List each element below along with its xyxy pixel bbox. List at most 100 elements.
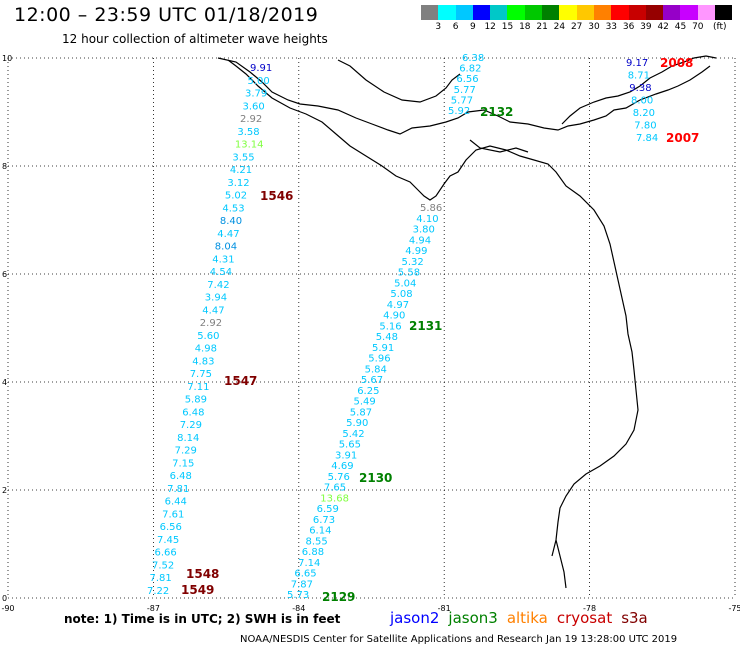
track-b-value: 4.10 — [416, 214, 438, 225]
color-swatch — [628, 5, 646, 20]
color-swatch — [680, 5, 698, 20]
track-a-value: 4.31 — [212, 254, 234, 265]
color-swatch — [559, 5, 577, 20]
color-swatch — [593, 5, 612, 20]
track-a-value: 9.91 — [250, 63, 272, 74]
track-d-value: 8.20 — [633, 108, 655, 119]
track-a-value: 3.12 — [227, 178, 249, 189]
track-a-value: 6.48 — [182, 407, 204, 418]
track-b-value: 13.68 — [320, 493, 349, 504]
track-b-value: 6.14 — [309, 526, 331, 537]
track-b-value: 8.55 — [306, 536, 328, 547]
track-b-value: 6.73 — [313, 515, 335, 526]
track-a-value: 4.47 — [202, 305, 224, 316]
x-tick-label: -84 — [292, 604, 305, 613]
track-b-value: 6.88 — [302, 547, 324, 558]
x-tick-label: -78 — [583, 604, 596, 613]
track-d-value: 7.80 — [634, 121, 656, 132]
note-text: note: 1) Time is in UTC; 2) SWH is in fe… — [64, 612, 341, 626]
satellite-label: s3a — [621, 609, 648, 627]
color-swatch — [455, 5, 473, 20]
map-grid — [7, 57, 736, 599]
track-b-value: 5.32 — [402, 257, 424, 268]
coastline-ecuador — [555, 539, 567, 589]
track-b-value: 5.96 — [368, 354, 390, 365]
track-a-value: 6.66 — [155, 548, 177, 559]
color-swatch — [715, 5, 733, 20]
track-a-value: 5.02 — [225, 191, 247, 202]
track-a-value: 5.89 — [185, 395, 207, 406]
x-tick-label: -90 — [1, 604, 14, 613]
track-b-value: 5.67 — [361, 375, 383, 386]
color-swatch — [645, 5, 664, 20]
pass-label: 2008 — [660, 56, 693, 70]
track-d-value: 9.38 — [629, 83, 651, 94]
satellite-legend: jason2 jason3 altika cryosat s3a — [390, 609, 657, 627]
track-a-value: 5.00 — [248, 76, 270, 87]
track-b-value: 5.48 — [376, 332, 398, 343]
color-scale-tick: 42 — [657, 22, 669, 32]
track-a-value: 7.45 — [157, 535, 179, 546]
x-tick-label: -87 — [147, 604, 160, 613]
track-a-value: 4.21 — [230, 165, 252, 176]
track-a-value: 7.42 — [207, 280, 229, 291]
track-a-value: 3.60 — [243, 101, 265, 112]
color-scale-unit: (ft) — [712, 22, 727, 32]
color-scale-tick: 36 — [622, 22, 635, 32]
x-tick-label: -81 — [438, 604, 451, 613]
track-b-value: 7.87 — [291, 579, 313, 590]
track-b-value: 5.58 — [398, 268, 420, 279]
track-b-value: 5.87 — [350, 407, 372, 418]
track-b-value: 5.86 — [420, 203, 442, 214]
track-c-value: 5.77 — [454, 85, 476, 96]
track-b-value: 5.04 — [394, 278, 416, 289]
pass-label: 2007 — [666, 131, 699, 145]
track-b-value: 7.65 — [324, 483, 346, 494]
track-a-value: 3.79 — [245, 89, 267, 100]
color-scale-tick: 33 — [605, 22, 618, 32]
y-tick-label: 10 — [2, 54, 12, 63]
track-a-value: 8.04 — [215, 242, 237, 253]
color-scale-tick: 18 — [519, 22, 531, 32]
coastline-central-america — [217, 57, 711, 135]
track-a-value: 13.14 — [235, 140, 264, 151]
y-tick-label: 2 — [2, 486, 7, 495]
color-swatch — [611, 5, 629, 20]
color-swatch — [524, 5, 543, 20]
pass-label: 1546 — [260, 189, 293, 203]
track-b-value: 5.65 — [339, 440, 361, 451]
track-a-value: 5.60 — [197, 331, 219, 342]
color-scale-tick: 70 — [692, 22, 704, 32]
track-a-value: 8.40 — [220, 216, 242, 227]
color-scale-bar — [421, 5, 733, 20]
color-scale-tick: 15 — [501, 22, 514, 32]
track-b-value: 5.84 — [365, 364, 387, 375]
y-tick-label: 4 — [2, 378, 7, 387]
coastline — [217, 55, 717, 589]
track-a-value: 3.55 — [232, 152, 254, 163]
axis-ticks: -90 -87 -84 -81 -78 -75 0 2 4 6 8 10 — [1, 54, 740, 613]
track-a-value: 4.47 — [217, 229, 239, 240]
track-a-value: 3.58 — [237, 127, 259, 138]
track-a-value: 7.11 — [187, 382, 209, 393]
satellite-label: cryosat — [556, 609, 613, 627]
footer-credit: NOAA/NESDIS Center for Satellite Applica… — [240, 634, 678, 645]
track-a-value: 6.48 — [170, 471, 192, 482]
color-scale-tick: 30 — [588, 22, 600, 32]
track-b-value: 5.16 — [379, 321, 401, 332]
track-b-value: 5.76 — [328, 472, 350, 483]
color-scale-tick: 3 — [435, 22, 442, 32]
pass-label: 2130 — [359, 471, 392, 485]
track-a-value: 3.94 — [205, 293, 227, 304]
track-b-value: 5.90 — [346, 418, 368, 429]
pass-label: 1548 — [186, 567, 219, 581]
color-swatch — [663, 5, 681, 20]
color-scale-tick: 24 — [553, 22, 566, 32]
color-scale-tick: 45 — [674, 22, 687, 32]
track-b-value: 6.59 — [317, 504, 339, 515]
track-a-value: 7.81 — [167, 484, 189, 495]
color-scale-tick: 9 — [470, 22, 476, 32]
altimeter-tracks: 9.91 5.00 3.793.60 2.92 3.58 13.143.55 4.21 3.1… — [147, 53, 699, 604]
coastline-gulf — [469, 139, 529, 153]
color-swatch — [421, 5, 439, 20]
